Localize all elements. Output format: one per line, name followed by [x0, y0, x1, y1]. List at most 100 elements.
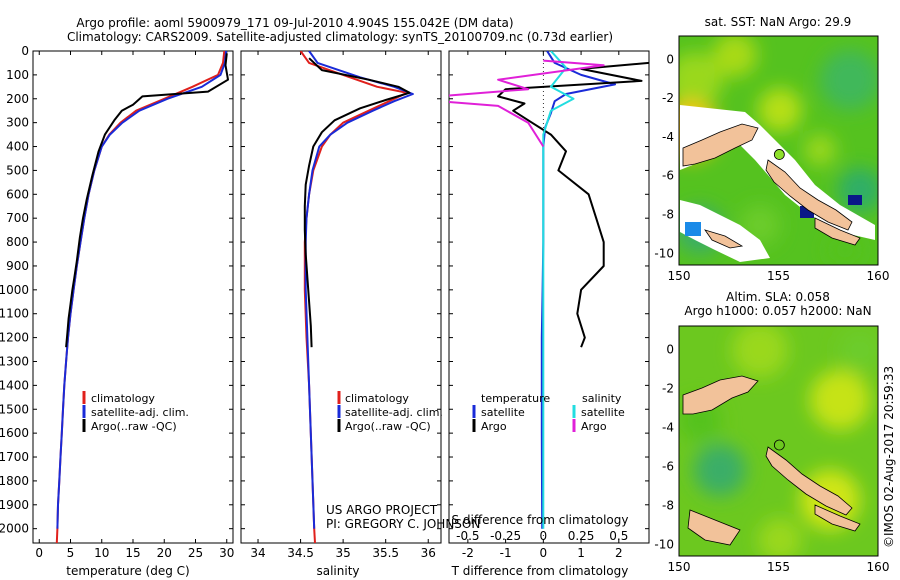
map-y-tick-label: -10	[654, 537, 674, 551]
y-tick-label: 1600	[0, 426, 29, 440]
legend-heading-temperature: temperature	[481, 392, 550, 405]
legend-label-salinity-argo: Argo	[581, 420, 607, 433]
legend-label-argo: Argo(..raw -QC)	[91, 420, 177, 433]
y-tick-label: 1800	[0, 474, 29, 488]
x-tick-label: 0	[35, 546, 43, 560]
y-tick-label: 1200	[0, 331, 29, 345]
difference-xlabel-top: S difference from climatology	[452, 513, 629, 527]
project-text: US ARGO PROJECT	[326, 503, 438, 517]
x-tick-label: 35.5	[372, 546, 399, 560]
y-tick-label: 300	[6, 116, 29, 130]
legend-label-temperature-satellite: satellite	[481, 406, 525, 419]
map-y-tick-label: -6	[662, 169, 674, 183]
map-y-tick-label: -2	[662, 91, 674, 105]
x-tick-label: 34.5	[287, 546, 314, 560]
map-x-tick-label: 150	[668, 269, 691, 283]
series-line-argo-raw-qc	[65, 53, 229, 348]
map-y-tick-label: 0	[666, 52, 674, 66]
difference-panel-frame	[448, 50, 650, 544]
y-tick-label: 500	[6, 163, 29, 177]
series-line-argo-raw-qc	[303, 57, 411, 348]
x-tick-label: 5	[67, 546, 75, 560]
temperature-series	[55, 51, 229, 543]
sla-map-frame	[678, 325, 879, 557]
y-tick-label: 1900	[0, 498, 29, 512]
map-y-tick-label: -10	[654, 246, 674, 260]
legend-label-argo: Argo(..raw -QC)	[345, 420, 431, 433]
map-y-tick-label: -8	[662, 498, 674, 512]
temperature-xlabel: temperature (deg C)	[66, 564, 189, 578]
s-diff-tick-label: -0.25	[490, 529, 521, 543]
pi-text: PI: GREGORY C. JOHNSON	[326, 517, 480, 531]
series-line-temperature-satellite	[540, 51, 616, 529]
series-line-temperature-argo	[497, 61, 649, 348]
x-tick-label: 35	[335, 546, 350, 560]
difference-legend: temperature satellite Argo salinity sate…	[472, 392, 625, 433]
y-tick-label: 200	[6, 92, 29, 106]
difference-series	[449, 51, 649, 529]
sla-map-title-line2: Argo h1000: 0.057 h2000: NaN	[684, 304, 871, 318]
figure-title-line1: Argo profile: aoml 5900979_171 09-Jul-20…	[76, 16, 513, 30]
series-line-climatology	[55, 51, 226, 543]
map-x-tick-label: 160	[867, 269, 890, 283]
map-x-tick-label: 150	[668, 560, 691, 574]
argo-position-marker-sla	[773, 439, 785, 451]
x-tick-label: 30	[219, 546, 234, 560]
map-x-tick-label: 155	[767, 269, 790, 283]
legend-label-salinity-satellite: satellite	[581, 406, 625, 419]
legend-label-temperature-argo: Argo	[481, 420, 507, 433]
map-y-tick-label: -4	[662, 420, 674, 434]
legend-heading-salinity: salinity	[582, 392, 622, 405]
series-line-satellite-adj-clim	[304, 51, 414, 529]
y-tick-label: 900	[6, 259, 29, 273]
s-diff-tick-label: 0.5	[609, 529, 628, 543]
y-tick-label: 2000	[0, 522, 29, 536]
salinity-series	[299, 51, 414, 543]
x-tick-label: 1	[577, 546, 585, 560]
x-tick-label: -1	[500, 546, 512, 560]
map-y-tick-label: -4	[662, 130, 674, 144]
y-tick-label: 1300	[0, 354, 29, 368]
salinity-legend: climatology satellite-adj. clim. Argo(..…	[337, 391, 443, 433]
legend-label-climatology: climatology	[345, 392, 409, 405]
sla-map-title-line1: Altim. SLA: 0.058	[726, 290, 830, 304]
salinity-xlabel: salinity	[316, 564, 359, 578]
y-tick-label: 400	[6, 140, 29, 154]
x-tick-label: 0	[540, 546, 548, 560]
map-x-tick-label: 160	[867, 560, 890, 574]
temperature-panel-frame	[32, 50, 234, 544]
y-tick-label: 0	[21, 44, 29, 58]
figure-title-line2: Climatology: CARS2009. Satellite-adjuste…	[67, 30, 613, 44]
axes-layer: 0100200300400500600700800900100011001200…	[0, 44, 889, 574]
imos-timestamp: ©IMOS 02-Aug-2017 20:59:33	[882, 366, 896, 548]
x-tick-label: 34	[250, 546, 265, 560]
y-tick-label: 700	[6, 211, 29, 225]
map-y-tick-label: -2	[662, 381, 674, 395]
series-line-climatology	[299, 51, 408, 543]
x-tick-label: 36	[421, 546, 436, 560]
x-tick-label: 10	[94, 546, 109, 560]
y-tick-label: 1500	[0, 402, 29, 416]
sst-map-title: sat. SST: NaN Argo: 29.9	[705, 15, 852, 29]
map-y-tick-label: -8	[662, 208, 674, 222]
legend-label-climatology: climatology	[91, 392, 155, 405]
y-tick-label: 600	[6, 187, 29, 201]
series-line-satellite-adj-clim	[56, 51, 228, 529]
argo-position-marker-sst	[773, 149, 785, 160]
series-line-salinity-satellite	[542, 51, 575, 529]
legend-label-satellite: satellite-adj. clim.	[91, 406, 189, 419]
salinity-panel-frame	[240, 50, 442, 544]
x-tick-label: -2	[462, 546, 474, 560]
x-tick-label: 20	[157, 546, 172, 560]
temperature-legend: climatology satellite-adj. clim. Argo(..…	[82, 391, 189, 433]
y-tick-label: 800	[6, 235, 29, 249]
x-tick-label: 2	[615, 546, 623, 560]
sst-map	[679, 36, 878, 265]
y-tick-label: 1700	[0, 450, 29, 464]
x-tick-label: 15	[125, 546, 140, 560]
x-tick-label: 25	[188, 546, 203, 560]
series-line-salinity-argo	[449, 59, 605, 148]
y-tick-label: 1100	[0, 307, 29, 321]
sst-map-frame	[678, 35, 879, 266]
